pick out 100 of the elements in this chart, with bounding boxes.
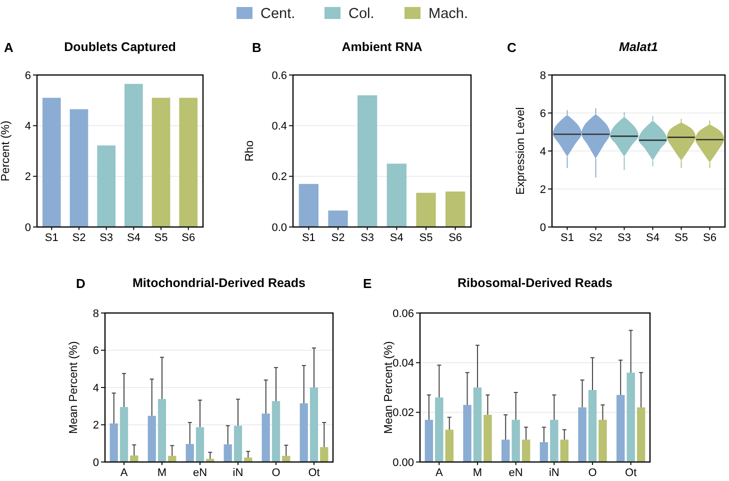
y-tick-label: 6 — [92, 345, 99, 358]
x-tick-label: A — [120, 467, 128, 479]
text: E — [363, 276, 372, 291]
x-tick-label: S4 — [646, 232, 660, 244]
x-tick-label: iN — [548, 467, 560, 479]
bar — [152, 98, 170, 227]
bar — [234, 426, 242, 462]
x-tick-label: S1 — [560, 232, 574, 244]
bar — [445, 430, 454, 462]
x-tick-label: S4 — [126, 232, 140, 244]
text: D — [76, 276, 86, 291]
bar — [120, 407, 128, 462]
chart-title: Ambient RNA — [342, 40, 422, 54]
bar — [328, 210, 348, 227]
bar — [320, 447, 328, 462]
x-tick-label: M — [157, 467, 167, 479]
x-tick-label: S3 — [360, 232, 374, 244]
bar — [272, 401, 280, 462]
y-tick-label: 0.04 — [392, 358, 414, 370]
y-tick-label: 8 — [540, 70, 546, 82]
bar — [124, 84, 143, 227]
bar — [550, 420, 558, 462]
bar — [540, 442, 548, 462]
bar — [300, 403, 308, 462]
y-axis-title: Percent (%) — [0, 120, 12, 182]
x-tick-label: iN — [232, 467, 244, 479]
y-tick-label: 2 — [24, 171, 31, 184]
chart-title: Ribosomal-Derived Reads — [458, 276, 612, 290]
y-axis-title: Expression Level — [515, 107, 527, 195]
bar — [262, 414, 270, 462]
bar — [42, 98, 61, 227]
x-tick-label: eN — [508, 467, 523, 479]
x-tick-label: M — [472, 467, 482, 479]
y-tick-label: 2 — [92, 420, 99, 432]
bar — [196, 427, 204, 462]
x-tick-label: eN — [192, 467, 208, 479]
y-tick-label: 0.00 — [392, 456, 414, 469]
y-tick-label: 4 — [24, 120, 31, 133]
x-tick-label: Ot — [308, 467, 320, 479]
bar — [130, 455, 138, 462]
chart-title: Malat1 — [619, 40, 658, 54]
bar — [110, 423, 118, 462]
text: C — [507, 40, 517, 55]
bar — [616, 394, 625, 462]
x-tick-label: S1 — [302, 232, 316, 244]
y-tick-label: 0.06 — [392, 308, 414, 320]
y-tick-label: 0.4 — [272, 120, 287, 133]
bar — [588, 390, 597, 462]
bar — [512, 420, 520, 462]
bar — [598, 420, 607, 462]
bar — [435, 397, 444, 462]
y-tick-label: 4 — [540, 146, 546, 158]
y-tick-label: 6 — [540, 108, 546, 120]
chart-title: Mitochondrial-Derived Reads — [132, 276, 306, 290]
legend-label: Cent. — [260, 6, 296, 22]
x-tick-label: S6 — [703, 232, 716, 244]
y-tick-label: 0.02 — [392, 407, 414, 420]
bar — [358, 95, 378, 227]
bar — [445, 192, 466, 227]
bar — [636, 407, 646, 462]
x-tick-label: S5 — [154, 232, 168, 244]
x-tick-label: A — [435, 467, 444, 479]
bar — [463, 404, 472, 462]
y-tick-label: 0 — [24, 222, 31, 234]
bar — [502, 440, 510, 462]
bar — [626, 372, 635, 462]
x-tick-label: O — [588, 467, 598, 479]
y-tick-label: 0 — [92, 456, 99, 469]
bar — [484, 414, 492, 462]
y-tick-label: 4 — [92, 382, 99, 394]
x-tick-label: S4 — [390, 232, 404, 244]
bar — [560, 440, 568, 462]
bar — [310, 388, 318, 462]
bar — [522, 440, 530, 462]
x-tick-label: O — [272, 467, 281, 479]
bar — [386, 164, 406, 227]
x-tick-label: S3 — [618, 232, 631, 244]
x-tick-label: S3 — [100, 232, 114, 244]
y-axis-title: Rho — [244, 140, 256, 162]
x-tick-label: S6 — [182, 232, 196, 244]
bar — [416, 192, 436, 227]
text: B — [252, 40, 262, 55]
y-tick-label: 0.0 — [272, 222, 287, 234]
x-tick-label: S2 — [589, 232, 602, 244]
y-tick-label: 6 — [24, 70, 31, 82]
y-tick-label: 0.6 — [272, 70, 287, 82]
y-tick-label: 0 — [540, 222, 546, 234]
y-tick-label: 0.2 — [272, 171, 287, 184]
x-tick-label: S1 — [44, 232, 58, 244]
bar — [179, 98, 198, 227]
bar — [148, 416, 156, 462]
bar — [298, 184, 319, 227]
x-tick-label: S2 — [331, 232, 345, 244]
bar — [158, 399, 166, 462]
bar — [224, 444, 232, 462]
x-tick-label: S2 — [72, 232, 86, 244]
chart-title: Doublets Captured — [64, 40, 176, 54]
x-tick-label: S6 — [448, 232, 462, 244]
x-tick-label: S5 — [674, 232, 688, 244]
x-tick-label: Ot — [625, 467, 637, 479]
